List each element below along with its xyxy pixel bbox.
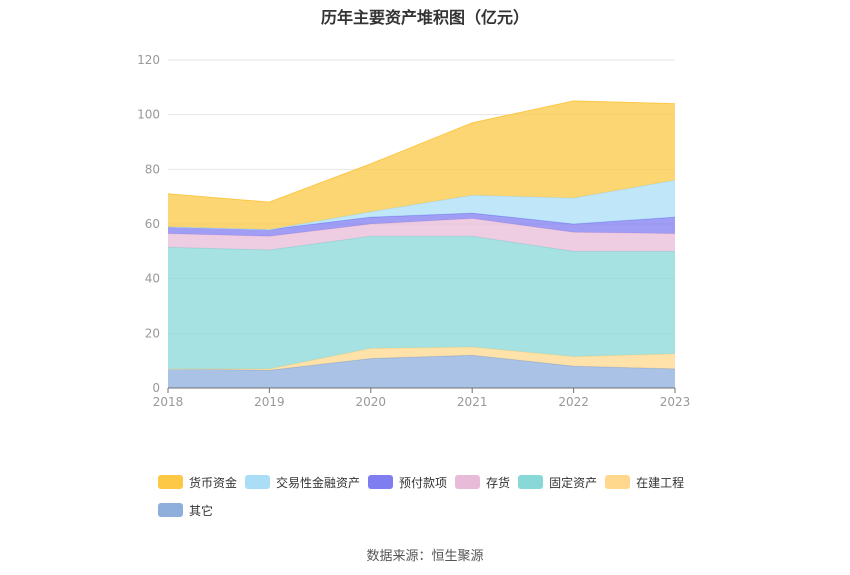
legend-label: 其它 bbox=[189, 503, 214, 518]
y-tick-label: 0 bbox=[152, 381, 160, 395]
legend-label: 交易性金融资产 bbox=[276, 475, 361, 490]
y-tick-label: 100 bbox=[137, 108, 160, 122]
legend-swatch bbox=[518, 475, 544, 489]
legend-swatch bbox=[368, 475, 394, 489]
stacked-areas bbox=[167, 100, 676, 388]
area-series-3 bbox=[168, 218, 675, 252]
series-line-6 bbox=[167, 100, 676, 203]
legend-item[interactable]: 交易性金融资产 bbox=[245, 472, 360, 492]
legend-label: 在建工程 bbox=[636, 475, 685, 490]
legend-label: 固定资产 bbox=[549, 475, 598, 490]
x-tick-label: 2018 bbox=[153, 395, 184, 409]
axes: 0 20 40 60 80 100 120 2018 2019 2020 2021 2022 2023 bbox=[137, 53, 690, 409]
legend-item[interactable]: 预付款项 bbox=[368, 472, 447, 492]
y-tick-label: 120 bbox=[137, 53, 160, 67]
y-tick-label: 20 bbox=[145, 326, 160, 340]
legend-item[interactable]: 存货 bbox=[455, 472, 510, 492]
legend-item[interactable]: 固定资产 bbox=[518, 472, 597, 492]
legend-label: 存货 bbox=[486, 475, 511, 490]
x-tick-label: 2020 bbox=[356, 395, 387, 409]
legend-item[interactable]: 在建工程 bbox=[605, 472, 684, 492]
legend-swatch bbox=[605, 475, 631, 489]
legend-label: 预付款项 bbox=[399, 475, 448, 490]
legend: 货币资金 交易性金融资产 预付款项 存货 固定资产 在建工程其它 bbox=[158, 472, 718, 528]
chart-title: 历年主要资产堆积图（亿元） bbox=[320, 8, 529, 27]
legend-item[interactable]: 其它 bbox=[158, 500, 213, 520]
area-series-5 bbox=[168, 180, 675, 230]
area-series-4 bbox=[168, 213, 675, 237]
legend-swatch bbox=[158, 475, 183, 489]
y-tick-label: 60 bbox=[145, 217, 160, 231]
x-tick-label: 2022 bbox=[558, 395, 589, 409]
area-series-2 bbox=[168, 236, 675, 369]
x-tick-label: 2023 bbox=[660, 395, 691, 409]
area-series-1 bbox=[168, 347, 675, 371]
legend-item[interactable]: 货币资金 bbox=[158, 472, 237, 492]
x-tick-label: 2021 bbox=[457, 395, 488, 409]
y-tick-label: 40 bbox=[145, 272, 160, 286]
y-tick-label: 80 bbox=[145, 162, 160, 176]
x-tick-label: 2019 bbox=[254, 395, 285, 409]
area-series-6 bbox=[168, 101, 675, 230]
legend-label: 货币资金 bbox=[189, 475, 238, 490]
data-source: 数据来源：恒生聚源 bbox=[366, 549, 484, 564]
legend-swatch bbox=[455, 475, 481, 489]
legend-swatch bbox=[158, 503, 183, 517]
legend-swatch bbox=[245, 475, 271, 489]
